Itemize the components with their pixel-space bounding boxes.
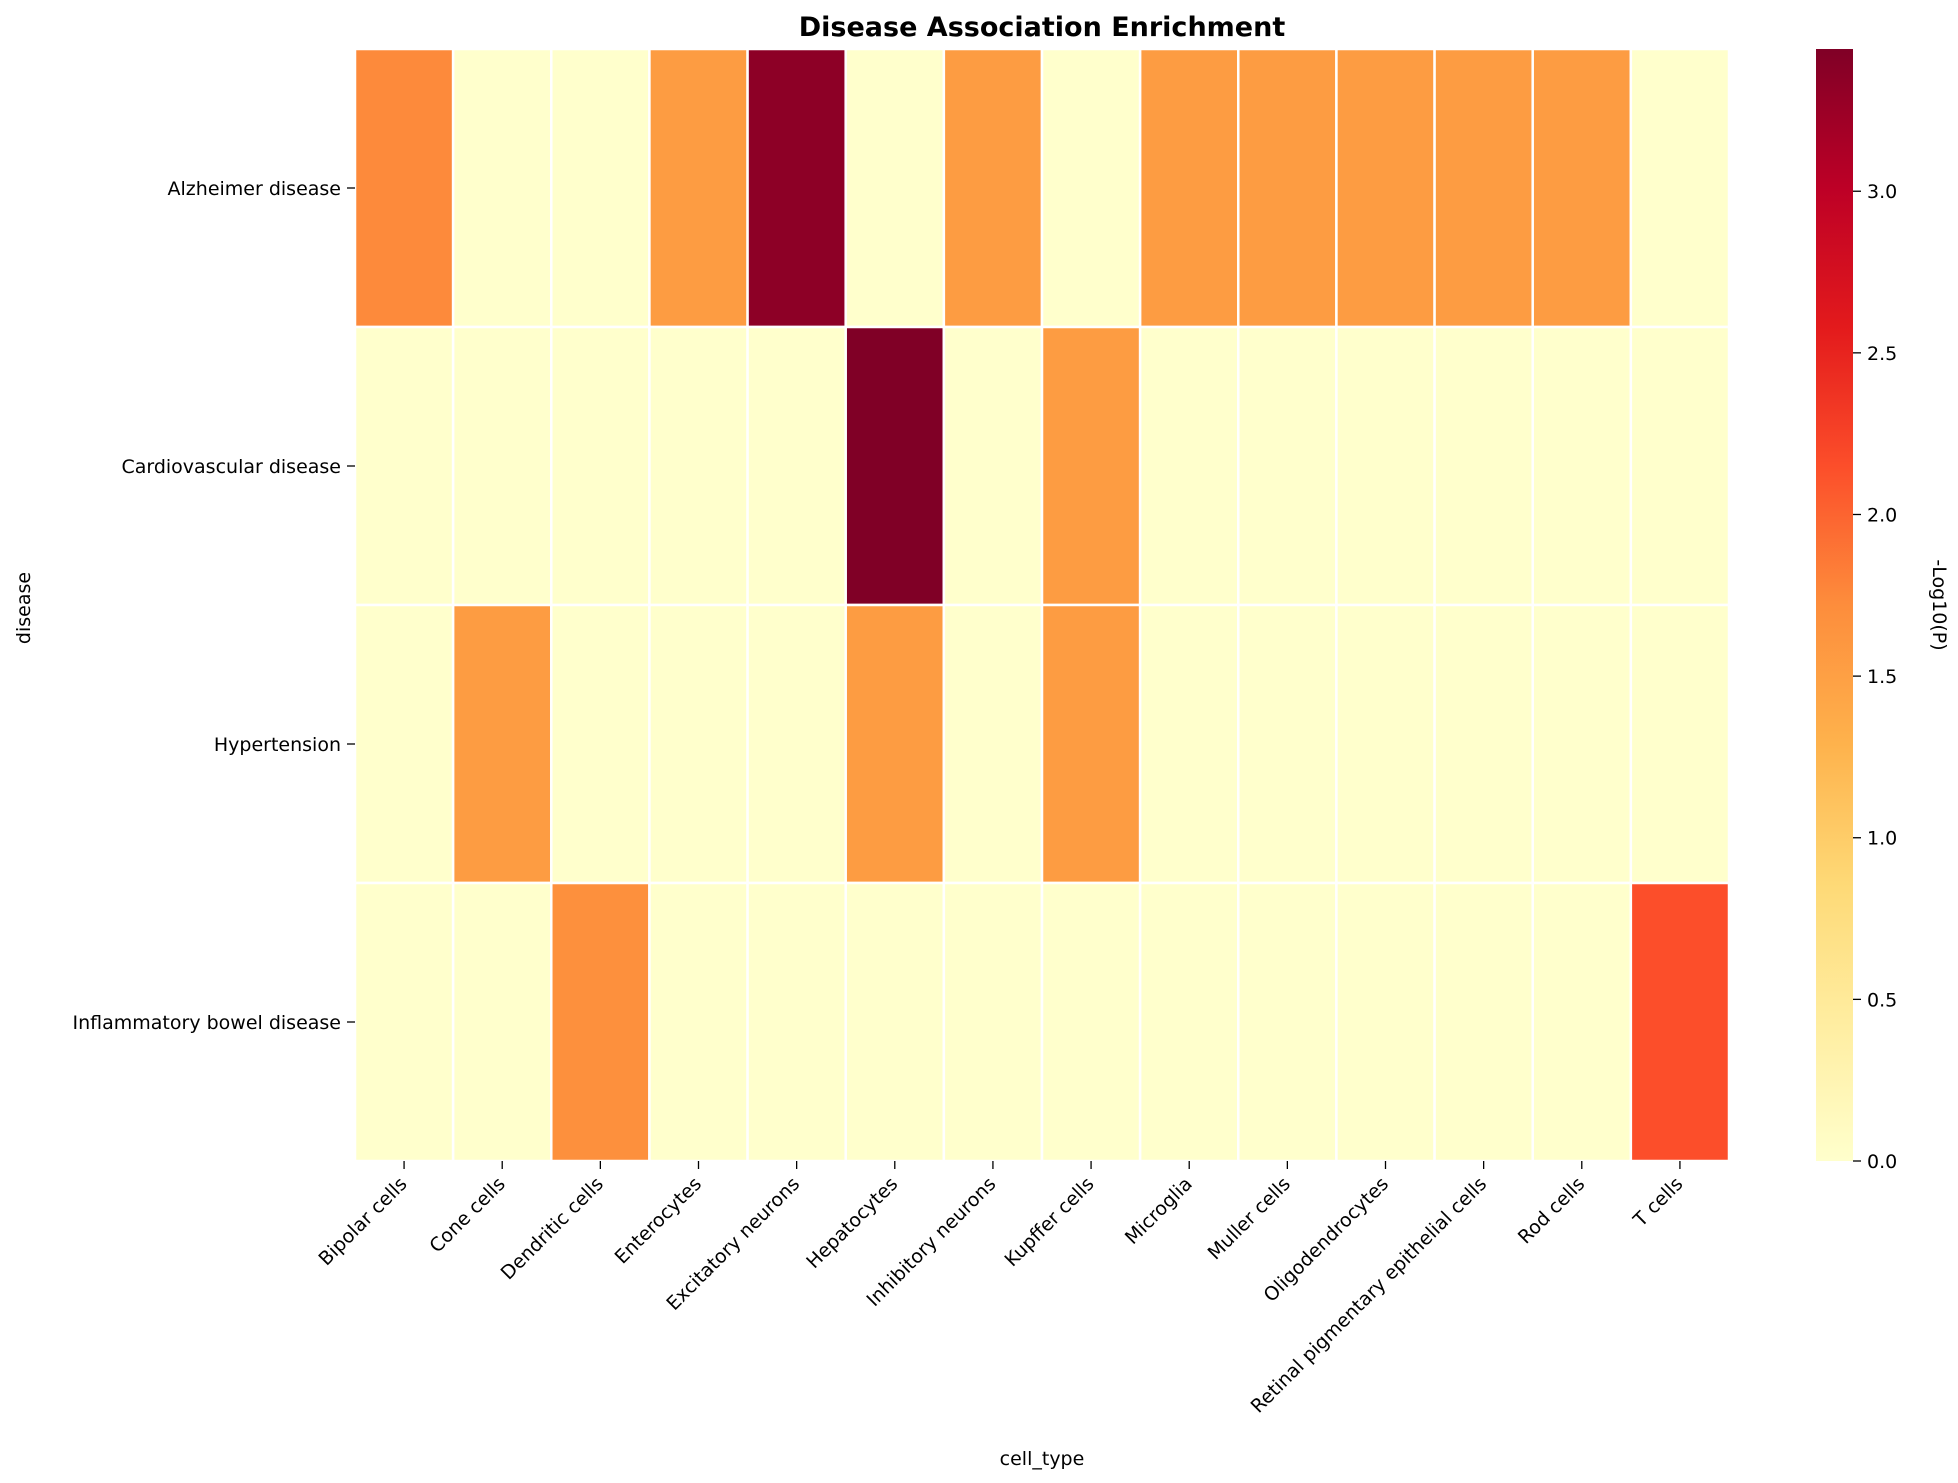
heatmap-cell xyxy=(1433,325,1534,607)
heatmap-cell xyxy=(550,325,651,607)
y-tick-label: Alzheimer disease xyxy=(168,178,341,200)
heatmap-cell xyxy=(451,881,553,1163)
heatmap-cell xyxy=(648,603,749,885)
heatmap-cell xyxy=(746,325,847,607)
heatmap-cell xyxy=(451,603,553,885)
heatmap-cell xyxy=(942,325,1044,607)
heatmap-cell xyxy=(844,47,946,329)
colorbar-tick-label: 1.5 xyxy=(1867,666,1897,688)
colorbar-ticks: 0.0 0.5 1.0 1.5 2.0 2.5 3.0 xyxy=(1853,181,1897,1173)
heatmap-cell xyxy=(942,881,1044,1163)
heatmap-cell xyxy=(1138,325,1240,607)
x-tick-label: Hepatocytes xyxy=(802,1173,902,1273)
chart-title: Disease Association Enrichment xyxy=(799,12,1286,43)
colorbar-tick-label: 1.0 xyxy=(1867,828,1897,850)
heatmap-cell xyxy=(353,325,455,607)
x-tick-label: Enterocytes xyxy=(611,1173,706,1268)
x-tick-label: Cone cells xyxy=(425,1173,509,1257)
colorbar-tick-label: 0.5 xyxy=(1867,989,1897,1011)
heatmap-cell xyxy=(451,47,553,329)
heatmap-cell xyxy=(1335,325,1436,607)
heatmap-cell xyxy=(1335,47,1436,329)
heatmap-cell xyxy=(550,47,651,329)
heatmap-cell xyxy=(746,881,847,1163)
y-tick-label: Inflammatory bowel disease xyxy=(73,1012,341,1034)
x-tick-label: Muller cells xyxy=(1204,1173,1295,1264)
heatmap-cell xyxy=(844,603,946,885)
heatmap-cell xyxy=(1433,603,1534,885)
heatmap-cell xyxy=(1237,603,1338,885)
heatmap-cell xyxy=(1237,325,1338,607)
heatmap-cell xyxy=(1040,325,1142,607)
colorbar-tick-label: 2.5 xyxy=(1867,343,1897,365)
x-axis-label: cell_type xyxy=(1000,1448,1085,1470)
heatmap-cells xyxy=(353,47,1731,1163)
heatmap-cell xyxy=(1138,603,1240,885)
x-tick-label: Bipolar cells xyxy=(314,1173,411,1270)
colorbar-tick-label: 3.0 xyxy=(1867,181,1897,203)
y-tick-label: Cardiovascular disease xyxy=(121,456,341,478)
heatmap-cell xyxy=(1531,603,1633,885)
colorbar-tick-label: 0.0 xyxy=(1867,1151,1897,1173)
heatmap-cell xyxy=(550,603,651,885)
heatmap-cell xyxy=(746,603,847,885)
heatmap-cell xyxy=(451,325,553,607)
heatmap-cell xyxy=(1040,603,1142,885)
heatmap-cell xyxy=(648,881,749,1163)
heatmap-cell xyxy=(353,603,455,885)
x-tick-label: Kupffer cells xyxy=(1000,1173,1098,1271)
heatmap-cell xyxy=(550,881,651,1163)
heatmap-cell xyxy=(1531,47,1633,329)
heatmap-cell xyxy=(648,47,749,329)
heatmap-cell xyxy=(648,325,749,607)
heatmap-cell xyxy=(1138,47,1240,329)
heatmap-cell xyxy=(1629,325,1731,607)
colorbar-tick-label: 2.0 xyxy=(1867,504,1897,526)
heatmap-cell xyxy=(1433,881,1534,1163)
y-tick-label: Hypertension xyxy=(214,734,341,756)
x-tick-label: T cells xyxy=(1629,1173,1688,1232)
heatmap-cell xyxy=(1040,881,1142,1163)
heatmap-cell xyxy=(942,47,1044,329)
heatmap-cell xyxy=(1629,603,1731,885)
heatmap-cell xyxy=(353,881,455,1163)
heatmap-cell xyxy=(1237,881,1338,1163)
heatmap-cell xyxy=(1629,47,1731,329)
y-axis-ticks: Alzheimer disease Cardiovascular disease H… xyxy=(73,178,355,1034)
heatmap-cell xyxy=(1531,881,1633,1163)
heatmap-cell xyxy=(1335,603,1436,885)
heatmap-cell xyxy=(1237,47,1338,329)
heatmap-cell xyxy=(1335,881,1436,1163)
heatmap-cell xyxy=(1040,47,1142,329)
heatmap-cell xyxy=(1531,325,1633,607)
heatmap-cell xyxy=(746,47,847,329)
y-axis-label: disease xyxy=(13,572,35,644)
heatmap-cell xyxy=(844,881,946,1163)
x-tick-label: Microglia xyxy=(1121,1173,1197,1249)
colorbar-label: -Log10(P) xyxy=(1928,559,1950,650)
heatmap-cell xyxy=(844,325,946,607)
x-tick-label: Rod cells xyxy=(1514,1173,1589,1248)
heatmap-cell xyxy=(353,47,455,329)
heatmap-cell xyxy=(942,603,1044,885)
x-tick-label: Dendritic cells xyxy=(497,1173,608,1284)
heatmap-cell xyxy=(1629,881,1731,1163)
heatmap-cell xyxy=(1138,881,1240,1163)
heatmap-cell xyxy=(1433,47,1534,329)
colorbar xyxy=(1816,49,1853,1161)
